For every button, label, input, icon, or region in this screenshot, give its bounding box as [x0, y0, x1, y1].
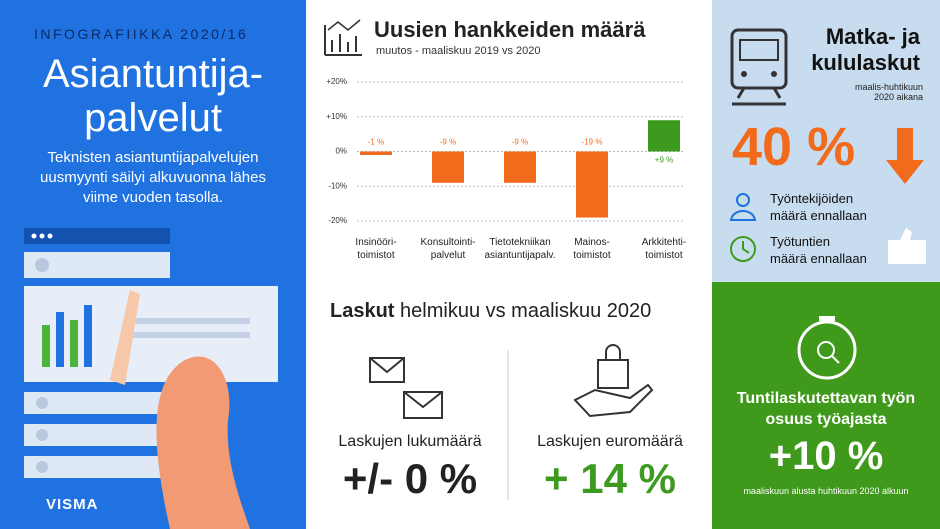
chart-subtitle: muutos - maaliskuu 2019 vs 2020	[376, 45, 541, 57]
travel-period: maalis-huhtikuun 2020 aikana	[854, 82, 923, 102]
left-title: Asiantuntija- palvelut	[42, 52, 264, 140]
bar	[432, 151, 464, 183]
x-tick-label: Tietotekniikan asiantuntijapalv.	[484, 237, 556, 261]
x-tick-label: Konsultointi- palvelut	[420, 237, 476, 261]
travel-value: 40 %	[732, 117, 856, 177]
value-label: -9 %	[512, 138, 528, 147]
item-value: + 14 %	[544, 455, 676, 502]
bar	[648, 120, 680, 152]
invoices-heading: Laskut helmikuu vs maaliskuu 2020	[330, 300, 651, 323]
left-text: Teknisten asiantuntijapalvelujen uusmyyn…	[40, 149, 266, 206]
value-label: -1 %	[368, 138, 384, 147]
billable-value: +10 %	[768, 434, 884, 478]
item-value: +/- 0 %	[342, 455, 478, 502]
value-label: -9 %	[440, 138, 456, 147]
y-tick-label: -20%	[328, 216, 347, 225]
item-label: Laskujen lukumäärä	[338, 433, 482, 450]
billable-title: Tuntilaskutettavan työn osuus työajasta	[736, 390, 916, 428]
x-tick-label: Arkkitehti- toimistot	[641, 237, 687, 261]
x-tick-label: Mainos- toimistot	[573, 237, 611, 261]
travel-note: Työtuntien määrä ennallaan	[770, 234, 867, 266]
bar	[504, 151, 536, 183]
y-tick-label: +10%	[326, 112, 347, 121]
bar-chart: +20% +10% 0% -10% -20% -1 % -9 % -9 % -19 % +9 %	[326, 77, 685, 225]
y-tick-label: +20%	[326, 77, 347, 86]
item-label: Laskujen euromäärä	[537, 433, 683, 450]
y-tick-label: 0%	[335, 147, 347, 156]
heading-bold: Laskut	[330, 300, 395, 322]
billable-period: maaliskuun alusta huhtikuun 2020 alkuun	[743, 486, 909, 496]
logo: VISMA	[46, 496, 99, 513]
value-label: -19 %	[582, 138, 603, 147]
value-label: +9 %	[655, 156, 673, 165]
y-tick-label: -10%	[328, 181, 347, 190]
bar	[360, 151, 392, 155]
bar	[576, 151, 608, 218]
kicker: INFOGRAFIIKKA 2020/16	[34, 26, 249, 42]
heading-rest: helmikuu vs maaliskuu 2020	[400, 300, 652, 322]
travel-note: Työntekijöiden määrä ennallaan	[770, 191, 867, 223]
x-tick-label: Insinööri- toimistot	[355, 237, 397, 261]
travel-title: Matka- ja kululaskut	[811, 24, 920, 75]
chart-title: Uusien hankkeiden määrä	[374, 17, 646, 42]
